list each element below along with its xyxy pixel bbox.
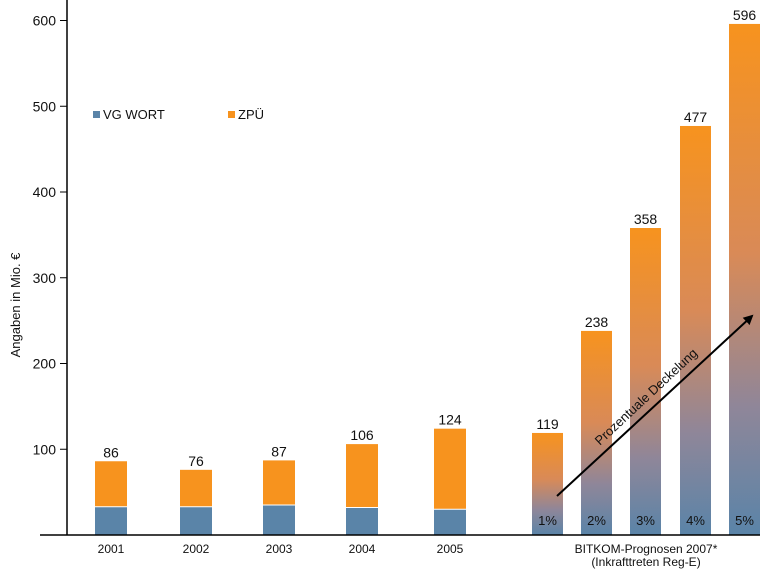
legend: VG WORT ZPÜ <box>93 107 264 122</box>
y-axis-label: Angaben in Mio. € <box>8 252 23 358</box>
bar-zpu-2001 <box>95 461 127 507</box>
legend-label-zpu: ZPÜ <box>238 107 264 122</box>
bar-zpu-2002 <box>180 469 212 507</box>
bar-vg-wort-2004 <box>346 507 378 535</box>
y-tick-label-500: 500 <box>33 98 57 114</box>
y-tick-label-400: 400 <box>33 184 57 200</box>
forecast-percent-label-4: 4% <box>686 513 705 528</box>
bar-forecast-2 <box>581 330 612 535</box>
forecast-group-label-line1: BITKOM-Prognosen 2007* <box>575 542 718 556</box>
forecast-percent-label-3: 3% <box>636 513 655 528</box>
bar-forecast-3 <box>630 228 661 535</box>
bar-zpu-2003 <box>263 460 295 505</box>
x-tick-label-2003: 2003 <box>266 542 293 556</box>
forecast-group-label-line2: (Inkrafttreten Reg-E) <box>591 555 700 569</box>
y-tick-label-300: 300 <box>33 270 57 286</box>
data-label-2002: 76 <box>188 453 204 469</box>
bar-zpu-2004 <box>346 444 378 508</box>
forecast-trend-arrow <box>556 314 754 497</box>
forecast-data-label-1: 119 <box>536 416 559 432</box>
bar-vg-wort-2005 <box>434 509 466 535</box>
x-tick-label-2005: 2005 <box>437 542 464 556</box>
bar-vg-wort-2003 <box>263 504 295 535</box>
data-label-2001: 86 <box>103 444 119 460</box>
y-tick-label-600: 600 <box>33 13 57 29</box>
x-tick-label-2001: 2001 <box>98 542 125 556</box>
legend-swatch-vg-wort <box>93 111 100 118</box>
data-label-2005: 124 <box>438 412 462 428</box>
data-label-2004: 106 <box>350 427 374 443</box>
forecast-data-label-4: 477 <box>684 109 708 125</box>
legend-swatch-zpu <box>228 111 235 118</box>
forecast-data-label-5: 596 <box>733 7 757 23</box>
bar-forecast-1 <box>532 432 563 535</box>
legend-label-vg-wort: VG WORT <box>103 107 165 122</box>
forecast-data-label-3: 358 <box>634 211 658 227</box>
forecast-percent-label-1: 1% <box>538 513 557 528</box>
x-tick-label-2002: 2002 <box>183 542 210 556</box>
bar-forecast-4 <box>680 125 711 535</box>
forecast-percent-label-2: 2% <box>587 513 606 528</box>
bar-vg-wort-2002 <box>180 506 212 535</box>
axes: 100 200 300 400 500 600 <box>33 0 760 536</box>
forecast-percent-label-5: 5% <box>735 513 754 528</box>
bar-zpu-2005 <box>434 428 466 510</box>
y-tick-label-200: 200 <box>33 356 57 372</box>
bars: 86 2001 76 2002 87 2003 106 2004 124 2005 119 1% 238… <box>95 7 760 556</box>
forecast-data-label-2: 238 <box>585 314 609 330</box>
x-tick-label-2004: 2004 <box>349 542 376 556</box>
bar-vg-wort-2001 <box>95 506 127 535</box>
y-tick-label-100: 100 <box>33 441 57 457</box>
data-label-2003: 87 <box>271 443 287 459</box>
bar-forecast-5 <box>729 23 760 536</box>
